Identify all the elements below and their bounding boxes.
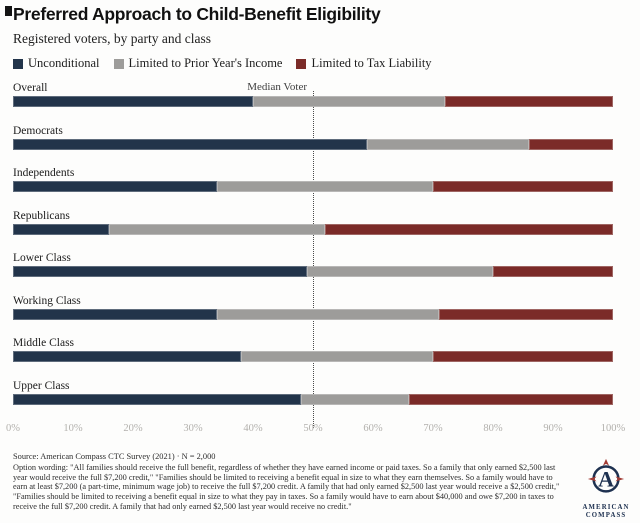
bar-segment [433, 351, 613, 362]
x-axis-tick: 100% [600, 423, 626, 434]
bar-segment [13, 308, 217, 320]
category-label: Independents [13, 167, 75, 179]
legend-label: Limited to Prior Year's Income [128, 56, 283, 70]
bar-segment [493, 266, 613, 277]
x-axis-tick: 50% [303, 423, 323, 434]
category-label: Working Class [13, 294, 81, 307]
legend-label: Unconditional [28, 56, 100, 70]
page-title: Preferred Approach to Child-Benefit Elig… [13, 4, 381, 24]
bar-segment [325, 223, 613, 235]
stacked-bar [13, 351, 613, 362]
x-axis-tick: 80% [483, 423, 503, 434]
bar-segment [13, 223, 109, 235]
bar-segment [241, 351, 433, 362]
bar-segment [13, 96, 253, 107]
page-subtitle: Registered voters, by party and class [13, 31, 211, 46]
median-voter-label: Median Voter [247, 81, 307, 93]
bar-segment [301, 393, 409, 405]
bar-segment [217, 308, 439, 320]
x-axis-tick: 60% [363, 423, 383, 434]
compass-monogram-icon: A [587, 458, 625, 493]
x-axis-tick: 70% [423, 423, 443, 434]
x-axis-tick: 10% [63, 423, 83, 434]
x-axis-tick: 90% [543, 423, 563, 434]
screenshot-artifact [5, 6, 12, 16]
bar-segment [529, 138, 613, 150]
category-label: Republicans [13, 209, 70, 222]
bar-segment [439, 308, 613, 320]
bar-segment [13, 351, 241, 362]
bar-segment [409, 393, 613, 405]
bar-segment [13, 181, 217, 192]
option-wording: Option wording: "All families should rec… [13, 463, 560, 511]
category-label: Democrats [13, 124, 63, 137]
bar-segment [13, 266, 307, 277]
x-axis-tick: 0% [6, 423, 20, 434]
stacked-bar [13, 96, 613, 107]
median-voter-line [313, 91, 314, 428]
stacked-bar [13, 308, 613, 320]
legend: Unconditional Limited to Prior Year's Inc… [13, 56, 432, 71]
x-axis-tick: 40% [243, 423, 263, 434]
legend-item: Limited to Prior Year's Income [113, 56, 283, 71]
bar-segment [13, 138, 367, 150]
bar-segment [445, 96, 613, 107]
category-label: Lower Class [13, 252, 71, 264]
stacked-bar [13, 393, 613, 405]
stacked-bar [13, 266, 613, 277]
svg-text:A: A [598, 467, 614, 492]
x-axis: 0% 10% 20% 30% 40% 50% 60% 70% 80% 90% 100% [6, 423, 625, 437]
bar-segment [433, 181, 613, 192]
legend-swatch-icon [13, 58, 23, 69]
stacked-bar [13, 138, 613, 150]
legend-label: Limited to Tax Liability [311, 56, 432, 70]
stacked-bar [13, 181, 613, 192]
x-axis-tick: 20% [123, 423, 143, 434]
logo-wordmark-line2: COMPASS [585, 512, 627, 519]
legend-item: Limited to Tax Liability [296, 56, 432, 71]
legend-swatch-icon [113, 58, 124, 69]
category-label: Upper Class [13, 379, 70, 392]
footer: Source: American Compass CTC Survey (202… [13, 452, 569, 512]
bar-segment [217, 181, 433, 192]
category-label: Overall [13, 82, 48, 94]
bar-segment [367, 138, 529, 150]
legend-swatch-icon [296, 58, 307, 69]
legend-item: Unconditional [13, 56, 100, 71]
source-note: Source: American Compass CTC Survey (202… [13, 452, 216, 461]
stacked-bar [13, 223, 613, 235]
bar-segment [307, 266, 493, 277]
chart-area: Overall Democrats Independents Republicans L… [13, 82, 613, 423]
bar-segment [13, 393, 301, 405]
category-label: Middle Class [13, 337, 75, 349]
x-axis-tick: 30% [183, 423, 203, 434]
logo-wordmark-line1: AMERICAN [582, 504, 630, 511]
american-compass-logo: A AMERICAN COMPASS [574, 457, 638, 520]
bar-segment [253, 96, 445, 107]
bar-segment [109, 223, 325, 235]
